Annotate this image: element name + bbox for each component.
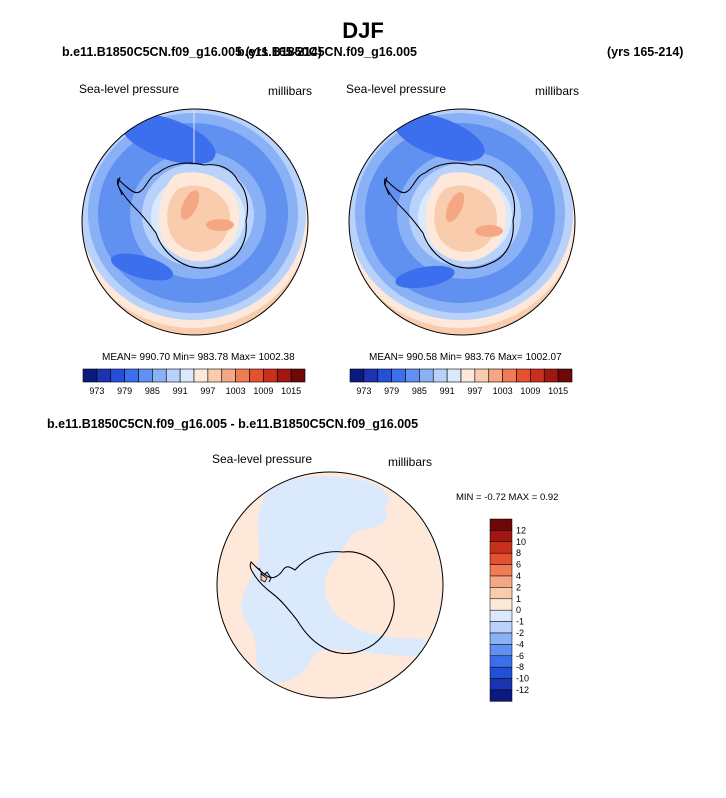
colorbar-swatch	[165, 368, 181, 383]
colorbar-swatch	[207, 368, 223, 383]
colorbar-tick-label: 997	[467, 386, 482, 396]
polar-map-difference	[216, 471, 444, 699]
colorbar-swatch	[290, 368, 306, 383]
colorbar-swatch	[221, 368, 236, 383]
colorbar-swatch	[489, 609, 513, 622]
colorbar-swatch	[193, 368, 209, 383]
colorbar-tick-label: 1009	[520, 386, 540, 396]
case-title-right: b.e11.B1850C5CN.f09_g16.005	[237, 45, 417, 59]
colorbar-swatch	[110, 368, 125, 383]
colorbar-swatch	[446, 368, 462, 383]
colorbar-swatch	[96, 368, 112, 383]
colorbar-tick-label: 1003	[493, 386, 513, 396]
colorbar-swatch	[489, 541, 513, 554]
polar-map-left	[81, 108, 309, 336]
stats-diff: MIN = -0.72 MAX = 0.92	[456, 492, 559, 503]
colorbar-tick-label: -6	[516, 651, 524, 661]
field-label-left: Sea-level pressure	[79, 82, 180, 96]
colorbar-tick-label: 985	[145, 386, 160, 396]
difference-title: b.e11.B1850C5CN.f09_g16.005 - b.e11.B185…	[47, 417, 419, 431]
colorbar-tick-label: 973	[89, 386, 104, 396]
units-label-diff: millibars	[388, 455, 433, 469]
colorbar-swatch	[460, 368, 476, 383]
colorbar-tick-label: 2	[516, 582, 521, 592]
colorbar-tick-label: -12	[516, 685, 529, 695]
colorbar-tick-label: 0	[516, 605, 521, 615]
colorbar-swatch	[235, 368, 250, 383]
colorbar-swatch	[489, 552, 513, 565]
colorbar-swatch	[179, 368, 195, 383]
colorbar-tick-label: 985	[412, 386, 427, 396]
field-label-diff: Sea-level pressure	[212, 452, 313, 466]
colorbar-tick-label: 1	[516, 594, 521, 604]
figure-title: DJF	[342, 18, 384, 43]
colorbar-swatch	[276, 368, 292, 383]
colorbar-swatch	[138, 368, 153, 383]
colorbar-left: 973 979 985 991 997 1003 1009 1015	[82, 368, 306, 396]
colorbar-swatch	[263, 368, 278, 383]
colorbar-tick-label: 8	[516, 548, 521, 558]
colorbar-swatch	[152, 368, 167, 383]
colorbar-tick-label: 1009	[253, 386, 273, 396]
colorbar-swatch	[489, 598, 513, 611]
colorbar-swatch	[249, 368, 264, 383]
colorbar-tick-label: 10	[516, 537, 526, 547]
colorbar-swatch	[391, 368, 406, 383]
colorbar-swatch	[488, 368, 503, 383]
units-label-right: millibars	[535, 84, 580, 98]
colorbar-swatch	[124, 368, 139, 383]
colorbar-swatch	[419, 368, 434, 383]
colorbar-tick-label: -1	[516, 617, 524, 627]
colorbar-tick-label: 973	[356, 386, 371, 396]
colorbar-swatch	[489, 621, 513, 634]
colorbar-tick-label: 1015	[548, 386, 568, 396]
colorbar-tick-label: 1015	[281, 386, 301, 396]
colorbar-swatch	[432, 368, 448, 383]
colorbar-swatch	[489, 666, 513, 679]
colorbar-tick-label: 4	[516, 571, 521, 581]
colorbar-swatch	[489, 632, 513, 645]
colorbar-swatch	[489, 575, 513, 588]
stats-right: MEAN= 990.58 Min= 983.76 Max= 1002.07	[369, 352, 562, 363]
case-title-left: b.e11.B1850C5CN.f09_g16.005 (yrs 165-214…	[62, 45, 322, 59]
colorbar-tick-label: -10	[516, 674, 529, 684]
field-label-right: Sea-level pressure	[346, 82, 447, 96]
colorbar-swatch	[489, 518, 513, 531]
colorbar-swatch	[489, 678, 513, 691]
colorbar-tick-label: 6	[516, 560, 521, 570]
years-label-right: (yrs 165-214)	[607, 45, 684, 59]
colorbar-tick-label: 12	[516, 525, 526, 535]
colorbar-swatch	[530, 368, 545, 383]
colorbar-swatch	[489, 530, 513, 543]
colorbar-tick-label: 979	[117, 386, 132, 396]
colorbar-swatch	[502, 368, 517, 383]
colorbar-swatch	[489, 587, 513, 600]
colorbar-swatch	[405, 368, 420, 383]
polar-map-right	[348, 108, 576, 336]
colorbar-tick-label: 1003	[226, 386, 246, 396]
colorbar-swatch	[349, 368, 365, 383]
colorbar-tick-label: 979	[384, 386, 399, 396]
colorbar-tick-label: -8	[516, 662, 524, 672]
colorbar-right: 973 979 985 991 997 1003 1009 1015	[349, 368, 573, 396]
units-label-left: millibars	[268, 84, 313, 98]
colorbar-swatch	[489, 689, 513, 702]
colorbar-swatch	[489, 655, 513, 668]
colorbar-swatch	[489, 564, 513, 577]
colorbar-tick-label: 997	[200, 386, 215, 396]
stats-left: MEAN= 990.70 Min= 983.78 Max= 1002.38	[102, 352, 295, 363]
colorbar-tick-label: 991	[173, 386, 188, 396]
colorbar-swatch	[474, 368, 490, 383]
colorbar-tick-label: -2	[516, 628, 524, 638]
colorbar-swatch	[543, 368, 559, 383]
colorbar-swatch	[82, 368, 98, 383]
colorbar-tick-label: 991	[440, 386, 455, 396]
colorbar-swatch	[377, 368, 392, 383]
colorbar-swatch	[363, 368, 379, 383]
colorbar-swatch	[516, 368, 531, 383]
colorbar-tick-label: -4	[516, 639, 524, 649]
colorbar-swatch	[557, 368, 573, 383]
colorbar-swatch	[489, 644, 513, 657]
